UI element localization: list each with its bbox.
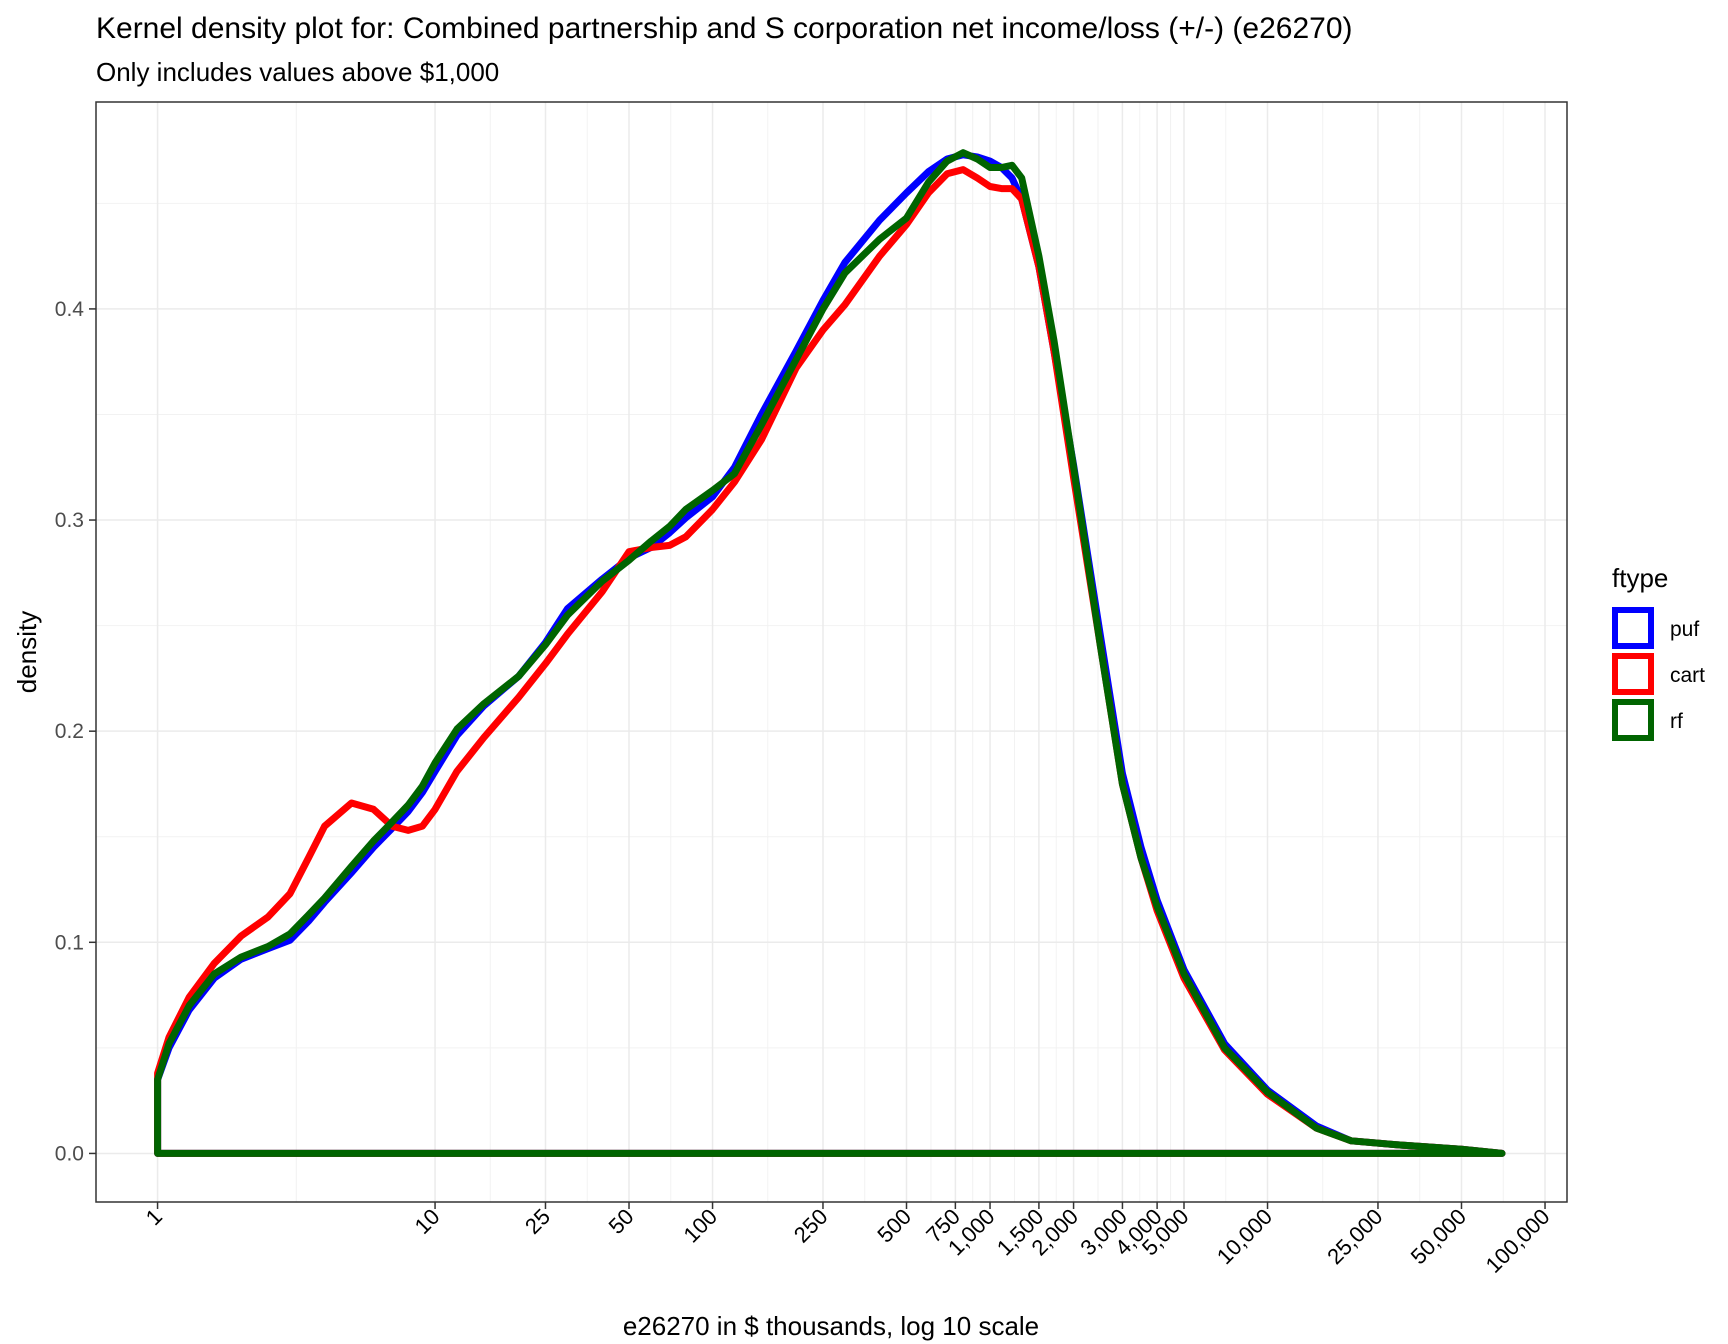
- x-tick-label: 100: [678, 1204, 722, 1248]
- legend-key-puf: [1612, 607, 1654, 649]
- x-axis-title: e26270 in $ thousands, log 10 scale: [623, 1311, 1039, 1341]
- plot-border: [95, 101, 1568, 1203]
- legend-label-cart: cart: [1670, 664, 1705, 687]
- y-tick-label: 0.3: [55, 509, 84, 532]
- x-tick-label: 10: [410, 1204, 445, 1239]
- y-tick-label: 0.2: [55, 720, 84, 743]
- legend-label-rf: rf: [1670, 710, 1683, 733]
- chart-subtitle: Only includes values above $1,000: [96, 57, 499, 87]
- x-tick-label: 25,000: [1322, 1204, 1387, 1269]
- x-tick-label: 100,000: [1481, 1204, 1555, 1278]
- legend-label-puf: puf: [1670, 618, 1699, 641]
- x-tick-label: 50,000: [1406, 1204, 1471, 1269]
- y-axis: 0.0 0.1 0.2 0.3 0.4: [55, 298, 96, 1165]
- y-tick-label: 0.4: [55, 298, 85, 321]
- y-axis-title: density: [12, 611, 42, 693]
- series-line-rf: [154, 149, 1506, 1157]
- x-axis: 1 10 25 50 100 250 500 7501,0001,5002,0003,0004…: [141, 1202, 1555, 1278]
- y-tick-label: 0.1: [55, 931, 84, 954]
- x-tick-label: 250: [789, 1204, 833, 1248]
- x-tick-label: 10,000: [1212, 1204, 1277, 1269]
- series-layer: [154, 149, 1506, 1157]
- x-tick-label: 50: [604, 1204, 639, 1239]
- legend: ftype puf cart rf: [1612, 563, 1705, 741]
- legend-title: ftype: [1612, 563, 1668, 593]
- plot-panel: [96, 102, 1567, 1202]
- legend-key-cart: [1612, 653, 1654, 695]
- legend-key-rf: [1612, 699, 1654, 741]
- x-tick-label: 25: [520, 1204, 555, 1239]
- y-tick-label: 0.0: [55, 1142, 84, 1165]
- x-tick-label: 500: [872, 1204, 916, 1248]
- x-tick-label: 1: [141, 1204, 167, 1230]
- grid-minor: [96, 102, 1567, 1202]
- chart-title: Kernel density plot for: Combined partne…: [96, 12, 1353, 45]
